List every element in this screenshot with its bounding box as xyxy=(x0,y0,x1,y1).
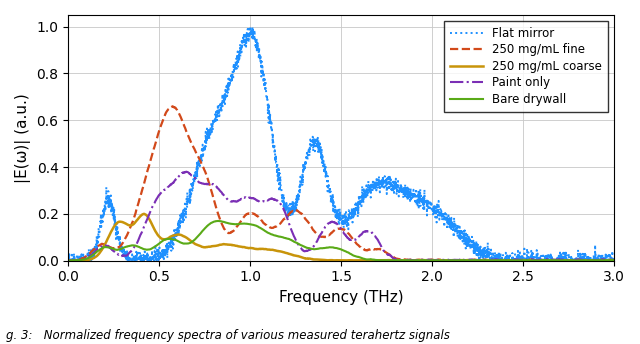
Flat mirror xyxy=(246,25,253,29)
Bare drywall xyxy=(159,239,167,243)
250 mg/mL coarse xyxy=(65,258,72,262)
250 mg/mL fine xyxy=(541,258,548,262)
Flat mirror xyxy=(298,176,305,180)
Y-axis label: |E(ω)| (a.u.): |E(ω)| (a.u.) xyxy=(15,93,31,183)
250 mg/mL fine xyxy=(610,258,618,262)
Paint only xyxy=(182,170,190,174)
Paint only xyxy=(298,247,305,251)
250 mg/mL coarse xyxy=(610,258,618,262)
Line: Paint only: Paint only xyxy=(68,172,614,261)
250 mg/mL coarse xyxy=(600,258,607,262)
Line: Flat mirror: Flat mirror xyxy=(68,27,614,261)
X-axis label: Frequency (THz): Frequency (THz) xyxy=(279,290,403,305)
Line: Bare drywall: Bare drywall xyxy=(68,221,614,260)
Bare drywall xyxy=(214,219,221,223)
Text: g. 3:   Normalized frequency spectra of various measured terahertz signals: g. 3: Normalized frequency spectra of va… xyxy=(6,329,451,342)
Paint only xyxy=(127,249,134,254)
250 mg/mL fine xyxy=(274,224,282,228)
250 mg/mL fine xyxy=(298,212,305,216)
250 mg/mL coarse xyxy=(274,249,282,253)
Line: 250 mg/mL fine: 250 mg/mL fine xyxy=(68,106,614,260)
Paint only xyxy=(541,257,548,261)
Flat mirror xyxy=(127,259,134,263)
Legend: Flat mirror, 250 mg/mL fine, 250 mg/mL coarse, Paint only, Bare drywall: Flat mirror, 250 mg/mL fine, 250 mg/mL c… xyxy=(444,21,608,112)
Flat mirror xyxy=(65,259,72,263)
Flat mirror xyxy=(159,248,167,252)
Bare drywall xyxy=(610,258,618,262)
Flat mirror xyxy=(274,174,282,178)
Bare drywall xyxy=(600,258,607,262)
250 mg/mL coarse xyxy=(298,255,305,259)
Flat mirror xyxy=(600,256,607,260)
250 mg/mL fine xyxy=(600,258,607,262)
250 mg/mL fine xyxy=(169,104,177,108)
250 mg/mL fine xyxy=(159,118,167,122)
250 mg/mL coarse xyxy=(140,212,148,216)
Paint only xyxy=(484,259,492,263)
Bare drywall xyxy=(65,258,72,262)
Bare drywall xyxy=(541,258,548,262)
Bare drywall xyxy=(298,243,305,247)
250 mg/mL coarse xyxy=(541,258,548,262)
Paint only xyxy=(610,258,618,262)
Paint only xyxy=(600,258,607,262)
250 mg/mL fine xyxy=(65,258,72,262)
Flat mirror xyxy=(610,259,618,263)
Flat mirror xyxy=(541,253,548,257)
Paint only xyxy=(274,199,282,203)
Line: 250 mg/mL coarse: 250 mg/mL coarse xyxy=(68,214,614,260)
250 mg/mL fine xyxy=(127,225,134,229)
250 mg/mL coarse xyxy=(159,237,167,241)
250 mg/mL coarse xyxy=(127,223,134,227)
Bare drywall xyxy=(274,234,282,238)
250 mg/mL fine xyxy=(564,258,572,262)
Flat mirror xyxy=(65,257,72,261)
Paint only xyxy=(65,258,72,262)
Paint only xyxy=(159,189,167,193)
Bare drywall xyxy=(127,244,134,248)
